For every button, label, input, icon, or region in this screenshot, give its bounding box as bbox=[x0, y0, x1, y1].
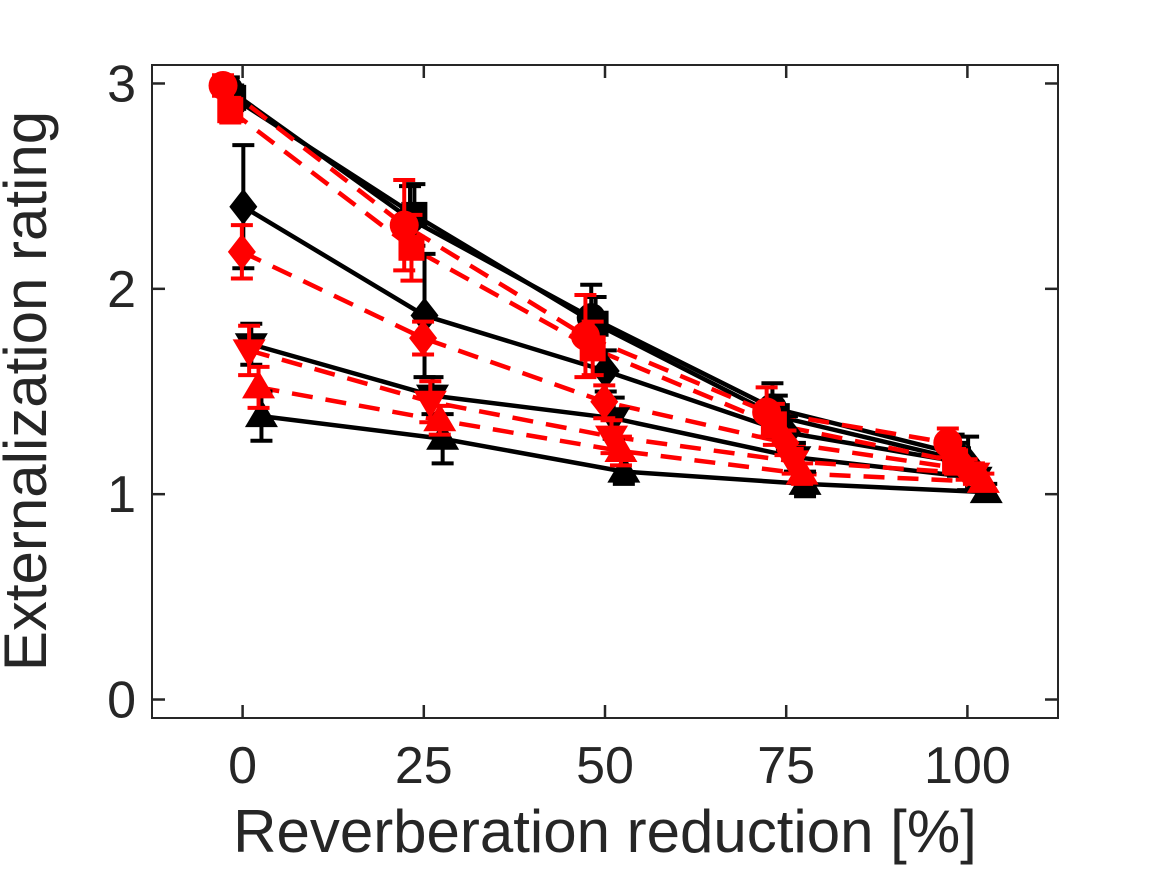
series-line-red-square bbox=[228, 108, 956, 464]
series-line-red-triangle-up bbox=[258, 385, 984, 485]
y-tick-label: 3 bbox=[107, 55, 136, 113]
series-red-circle bbox=[208, 71, 963, 460]
x-tick-label: 25 bbox=[395, 737, 453, 795]
y-tick-label: 1 bbox=[107, 466, 136, 524]
y-axis-label: Externalization rating bbox=[0, 111, 59, 671]
series-black-circle bbox=[214, 75, 969, 474]
series-line-red-circle bbox=[221, 83, 949, 446]
x-tick-label: 50 bbox=[576, 737, 634, 795]
series-red-triangle-up bbox=[242, 364, 1000, 493]
series-red-square bbox=[217, 95, 969, 476]
x-tick-label: 100 bbox=[924, 737, 1011, 795]
x-tick-label: 0 bbox=[228, 737, 257, 795]
series-line-red-triangle-down bbox=[248, 348, 975, 476]
x-axis-label: Reverberation reduction [%] bbox=[233, 798, 977, 865]
y-tick-label: 0 bbox=[107, 672, 136, 730]
x-tick-label: 75 bbox=[757, 737, 815, 795]
y-tick-label: 2 bbox=[107, 261, 136, 319]
